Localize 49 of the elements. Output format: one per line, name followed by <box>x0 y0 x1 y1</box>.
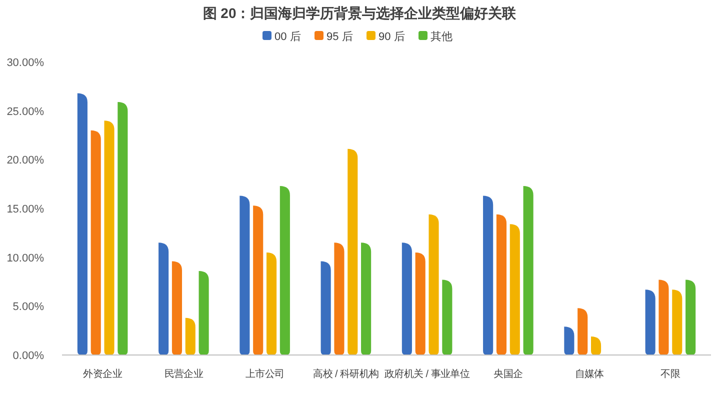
bar <box>658 280 669 355</box>
y-tick-label: 30.00% <box>6 57 44 69</box>
bar <box>415 252 426 355</box>
x-tick-label: 政府机关 / 事业单位 <box>384 368 470 380</box>
x-tick-label: 自媒体 <box>574 368 604 380</box>
legend-label: 00 后 <box>274 30 301 43</box>
x-tick-label: 民营企业 <box>164 368 204 380</box>
x-tick-label: 外资企业 <box>83 368 122 380</box>
bar <box>348 148 358 355</box>
bar <box>645 290 656 355</box>
chart-title: 图 20：归国海归学历背景与选择企业类型偏好关联 <box>202 5 518 21</box>
y-tick-label: 15.00% <box>6 204 44 216</box>
bar <box>672 290 682 355</box>
bar <box>428 214 439 355</box>
bar <box>172 261 182 355</box>
bar <box>240 196 250 355</box>
bar <box>90 130 101 355</box>
bar <box>402 242 412 355</box>
bar <box>280 186 290 355</box>
bar <box>104 120 114 355</box>
bar <box>496 214 507 355</box>
bar <box>483 196 494 355</box>
bar <box>118 102 128 355</box>
bar <box>361 242 372 355</box>
bar <box>266 252 277 355</box>
y-tick-label: 20.00% <box>6 154 44 167</box>
y-tick-label: 5.00% <box>12 301 44 314</box>
bar <box>77 93 88 355</box>
bar <box>523 186 534 355</box>
legend-label: 其他 <box>430 30 452 43</box>
bar <box>320 261 331 355</box>
x-tick-label: 央国企 <box>494 368 524 380</box>
x-tick-label: 上市公司 <box>245 368 284 380</box>
bar <box>686 280 696 355</box>
bar <box>578 308 588 355</box>
y-tick-label: 25.00% <box>6 106 44 118</box>
legend-label: 95 后 <box>326 30 353 43</box>
y-tick-label: 0.00% <box>12 350 44 362</box>
bar <box>185 318 196 355</box>
bar <box>158 242 169 355</box>
x-tick-label: 不限 <box>660 369 680 380</box>
x-tick-label: 高校 / 科研机构 <box>313 368 380 380</box>
bar <box>442 280 452 355</box>
y-tick-label: 10.00% <box>6 252 44 264</box>
bar <box>198 271 209 355</box>
bar <box>253 206 264 355</box>
bar <box>510 224 520 355</box>
legend-label: 90 后 <box>378 30 405 43</box>
bar <box>334 242 344 355</box>
